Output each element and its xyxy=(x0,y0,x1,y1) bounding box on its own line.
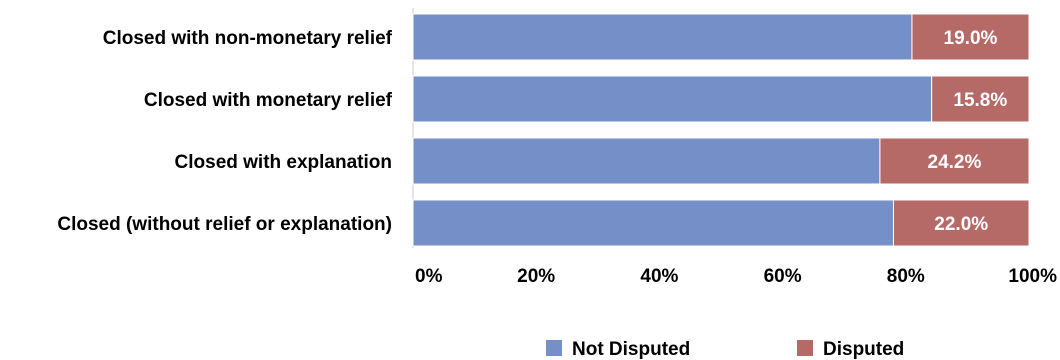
x-tick-label: 60% xyxy=(764,266,802,287)
x-tick-label: 0% xyxy=(415,266,443,287)
data-labels: 19.0% 15.8% 24.2% 22.0% xyxy=(928,28,1008,235)
bar-segment-not-disputed xyxy=(412,75,933,123)
legend-swatch xyxy=(797,340,813,356)
category-label: Closed (without relief or explanation) xyxy=(57,214,392,235)
x-tick-label: 20% xyxy=(517,266,555,287)
bars xyxy=(412,13,1030,247)
data-label: 24.2% xyxy=(928,152,982,173)
category-label: Closed with explanation xyxy=(175,152,392,173)
category-label: Closed with monetary relief xyxy=(144,90,393,111)
category-labels: Closed with non-monetary relief Closed wi… xyxy=(57,28,392,235)
legend-label: Disputed xyxy=(823,339,904,360)
bar-segment-not-disputed xyxy=(412,199,894,247)
category-label: Closed with non-monetary relief xyxy=(103,28,393,49)
legend-label: Not Disputed xyxy=(572,339,690,360)
bar-segment-not-disputed xyxy=(412,13,913,61)
bar-segment-disputed xyxy=(892,199,1030,247)
x-axis-ticks: 0% 20% 40% 60% 80% 100% xyxy=(415,266,1057,287)
data-label: 22.0% xyxy=(934,214,988,235)
bar-segment-disputed xyxy=(879,137,1030,185)
data-label: 19.0% xyxy=(944,28,998,49)
x-tick-label: 40% xyxy=(640,266,678,287)
bar-segment-disputed xyxy=(911,13,1030,61)
x-tick-label: 100% xyxy=(1008,266,1057,287)
data-label: 15.8% xyxy=(953,90,1007,111)
legend-swatch xyxy=(546,340,562,356)
x-tick-label: 80% xyxy=(887,266,925,287)
legend: Not Disputed Disputed xyxy=(546,339,904,360)
bar-segment-not-disputed xyxy=(412,137,881,185)
bar-segment-disputed xyxy=(931,75,1030,123)
